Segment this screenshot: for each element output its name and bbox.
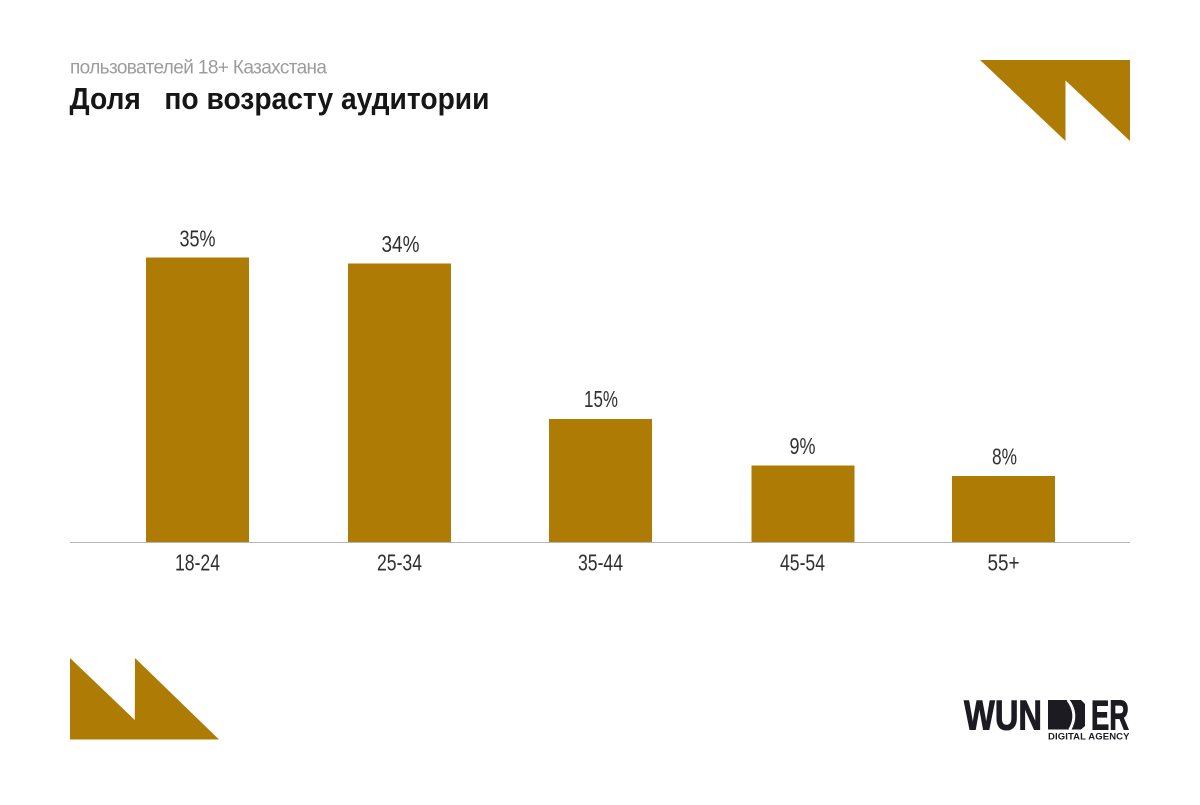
svg-text:25-34: 25-34 [377,550,422,576]
svg-text:15%: 15% [584,386,618,412]
svg-text:DIGITAL AGENCY: DIGITAL AGENCY [1048,731,1130,742]
svg-text:18-24: 18-24 [175,550,220,576]
svg-text:9%: 9% [790,433,816,459]
svg-text:ER: ER [1091,692,1129,739]
svg-text:пользователей 18+ Казахстана: пользователей 18+ Казахстана [70,58,327,79]
svg-text:34%: 34% [382,231,420,257]
svg-text:WUN: WUN [964,692,1042,739]
svg-text:Доля по возрасту аудитории: Доля по возрасту аудитории [70,81,490,116]
svg-text:35-44: 35-44 [578,550,623,576]
svg-text:55+: 55+ [988,550,1020,576]
svg-text:45-54: 45-54 [780,550,825,576]
svg-text:35%: 35% [180,226,216,252]
svg-text:8%: 8% [992,444,1017,470]
